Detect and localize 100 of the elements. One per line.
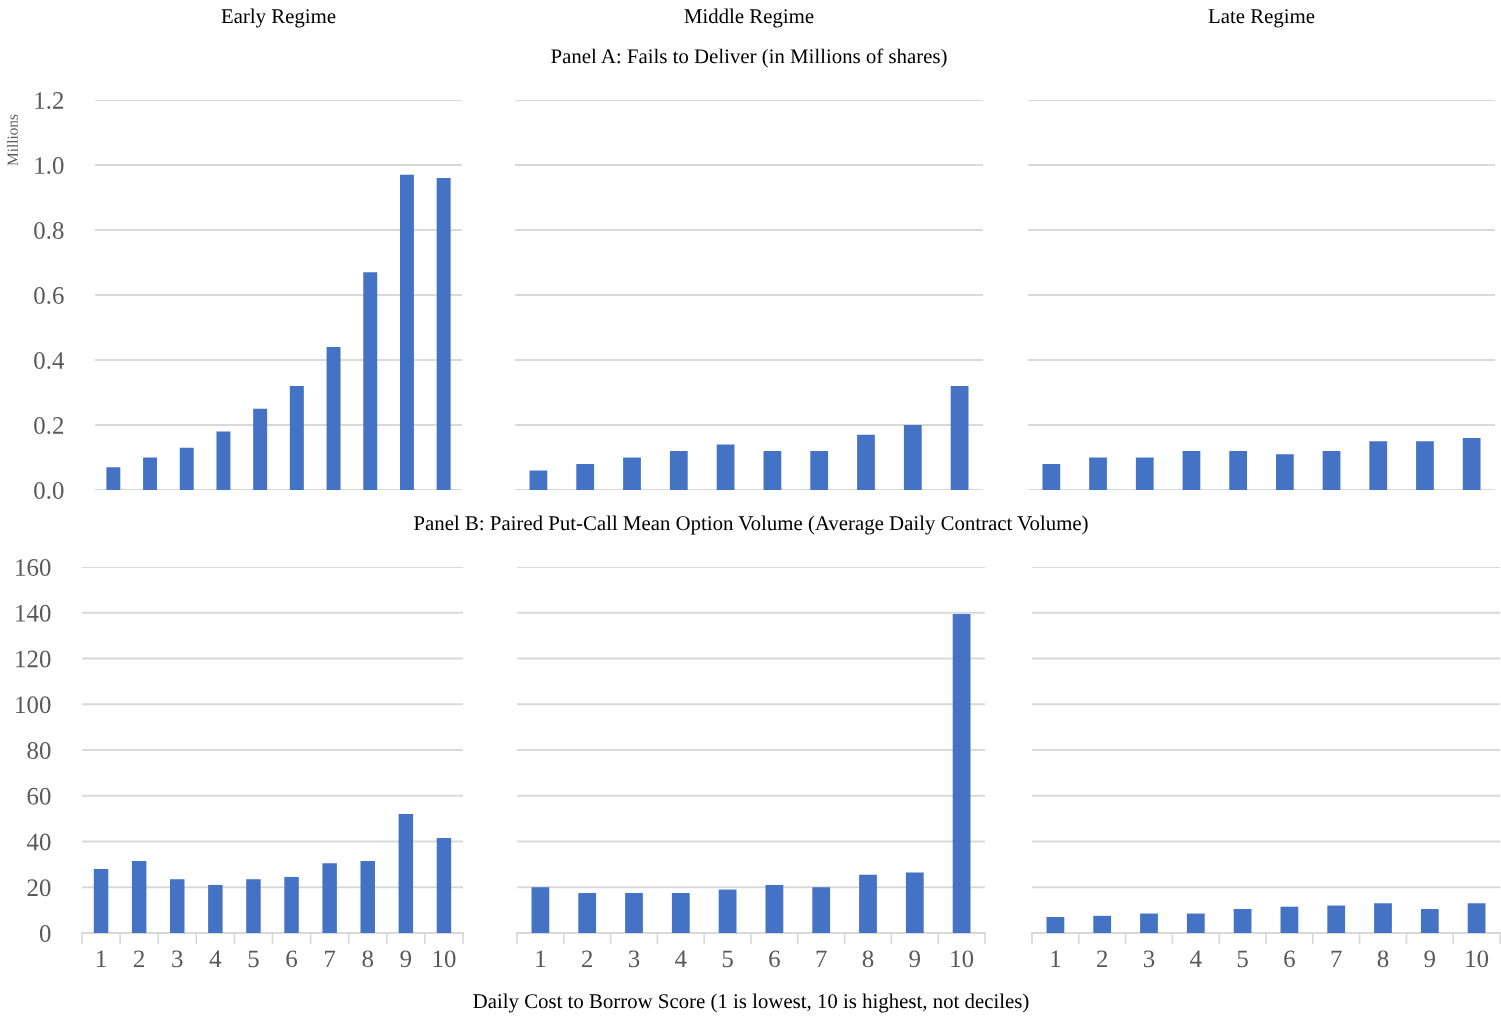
y-tick-label: 20 [27, 879, 51, 897]
bar [1462, 438, 1481, 490]
bar [623, 457, 641, 490]
bar [1275, 454, 1294, 490]
bar [1089, 457, 1107, 490]
bar [1416, 441, 1434, 490]
bar [131, 860, 147, 933]
bar [716, 444, 735, 490]
x-tick-label: 6 [1284, 950, 1295, 968]
bar [216, 431, 231, 490]
bar [398, 814, 414, 933]
y-tick-label: 0.6 [34, 287, 64, 305]
x-tick-label: 1 [536, 950, 546, 968]
x-tick-label: 10 [433, 950, 456, 968]
x-tick-label: 3 [1143, 950, 1155, 968]
bar [1046, 916, 1065, 933]
bar [1135, 457, 1154, 490]
y-tick-label: 100 [16, 696, 51, 714]
bar [253, 408, 268, 490]
bar [718, 889, 737, 933]
bar [950, 386, 969, 490]
x-tick-label: 9 [909, 950, 921, 968]
bar [360, 860, 375, 933]
y-tick-label: 0 [39, 925, 51, 942]
x-tick-label: 2 [134, 950, 145, 968]
chart-title: Late Regime [1208, 9, 1315, 28]
y-axis-title: Millions [7, 114, 18, 166]
x-tick-label: 1 [97, 950, 106, 968]
bar [143, 457, 158, 490]
y-tick-label: 0.2 [34, 417, 64, 435]
bar [812, 887, 831, 933]
x-tick-label: 3 [172, 950, 183, 968]
bar [669, 451, 688, 490]
bar [1140, 913, 1158, 933]
bar [179, 447, 194, 490]
x-tick-label: 4 [1190, 950, 1202, 968]
bar [625, 892, 643, 933]
x-tick-label: 10 [1466, 950, 1489, 968]
bar [810, 451, 829, 490]
y-tick-label: 80 [27, 742, 51, 759]
y-tick-label: 1.2 [35, 92, 64, 110]
bar [952, 613, 971, 933]
bar [363, 272, 378, 490]
y-tick-label: 1.0 [35, 157, 64, 175]
bar [1420, 908, 1439, 933]
bar [436, 178, 451, 490]
y-tick-label: 160 [16, 559, 51, 576]
x-tick-label: 8 [862, 950, 874, 968]
x-tick-label: 5 [722, 950, 733, 968]
bar [905, 872, 924, 933]
x-tick-label: 6 [286, 950, 298, 968]
x-tick-label: 10 [951, 950, 974, 968]
bar [859, 874, 877, 933]
bar [1374, 903, 1392, 933]
bar [578, 892, 597, 933]
bar [1182, 451, 1201, 490]
bar [1327, 905, 1346, 933]
bar [1229, 451, 1248, 490]
x-tick-label: 5 [248, 950, 259, 968]
x-tick-label: 8 [362, 950, 374, 968]
x-tick-label: 1 [1051, 950, 1061, 968]
bar [1186, 913, 1205, 933]
x-axis-title: Daily Cost to Borrow Score (1 is lowest, 10 is highest, not deciles) [473, 993, 1029, 1013]
bar [106, 467, 121, 490]
y-tick-label: 140 [16, 604, 51, 622]
y-tick-label: 0.4 [34, 352, 65, 370]
y-tick-label: 0.0 [34, 482, 64, 500]
bar [170, 879, 185, 933]
bar [1042, 464, 1061, 490]
x-tick-label: 9 [400, 950, 412, 968]
x-tick-label: 7 [816, 950, 827, 968]
bar [671, 892, 690, 933]
x-tick-label: 2 [1097, 950, 1108, 968]
bar [289, 386, 304, 490]
bar [1322, 451, 1341, 490]
y-tick-label: 60 [27, 787, 51, 805]
bar [1280, 906, 1299, 933]
chart-title: Early Regime [221, 8, 336, 28]
bar [857, 434, 875, 490]
bar [531, 887, 550, 933]
bar [763, 451, 782, 490]
chart-title: Middle Regime [684, 8, 814, 28]
bar [1467, 903, 1486, 933]
bar [765, 884, 784, 933]
chart-subtitle: Panel B: Paired Put-Call Mean Option Volume (Average Daily Contract Volume) [414, 515, 1088, 535]
chart-subtitle: Panel A: Fails to Deliver (in Millions of shares) [551, 48, 947, 68]
bar [208, 884, 223, 933]
bar [284, 876, 299, 933]
x-tick-label: 7 [325, 950, 336, 968]
bar [246, 879, 261, 933]
x-tick-label: 4 [675, 950, 687, 968]
x-tick-label: 4 [209, 950, 222, 968]
y-tick-label: 120 [16, 650, 51, 668]
bar [529, 470, 548, 490]
bar [1369, 441, 1388, 490]
x-tick-label: 9 [1424, 950, 1436, 968]
x-tick-label: 8 [1377, 950, 1389, 968]
bar [326, 347, 341, 490]
y-tick-label: 40 [26, 833, 51, 851]
bar [93, 868, 109, 933]
